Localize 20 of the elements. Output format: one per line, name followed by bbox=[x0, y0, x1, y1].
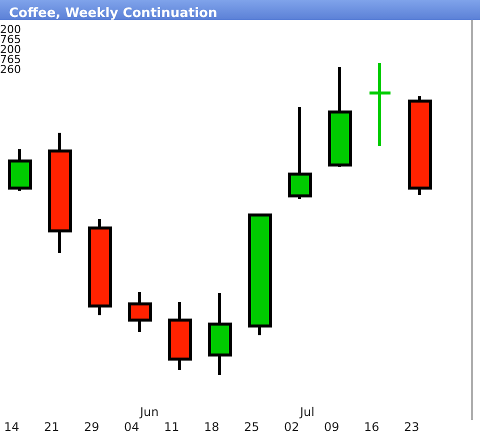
x-tick-label: 04 bbox=[124, 420, 140, 434]
x-tick-label: 16 bbox=[364, 420, 380, 434]
candlestick bbox=[168, 302, 192, 370]
annotation: 260 bbox=[0, 63, 21, 76]
text: 200 bbox=[0, 23, 21, 36]
x-tick-label: 02 bbox=[284, 420, 300, 434]
annotation: 765 bbox=[0, 53, 21, 66]
text: 765 bbox=[0, 33, 21, 46]
x-tick-label: 21 bbox=[44, 420, 60, 434]
text: 200 bbox=[0, 43, 21, 56]
text: Jun bbox=[139, 405, 159, 419]
chart-title: Coffee, Weekly Continuation bbox=[9, 6, 218, 21]
x-tick-label: 29 bbox=[84, 420, 100, 434]
x-tick-label: 18 bbox=[204, 420, 220, 434]
x-tick-label: 14 bbox=[4, 420, 20, 434]
x-tick-label: 11 bbox=[164, 420, 180, 434]
x-tick-label: 23 bbox=[404, 420, 420, 434]
x-tick-label: 25 bbox=[244, 420, 260, 434]
text: Jul bbox=[299, 405, 314, 419]
x-tick-label: 09 bbox=[324, 420, 340, 434]
